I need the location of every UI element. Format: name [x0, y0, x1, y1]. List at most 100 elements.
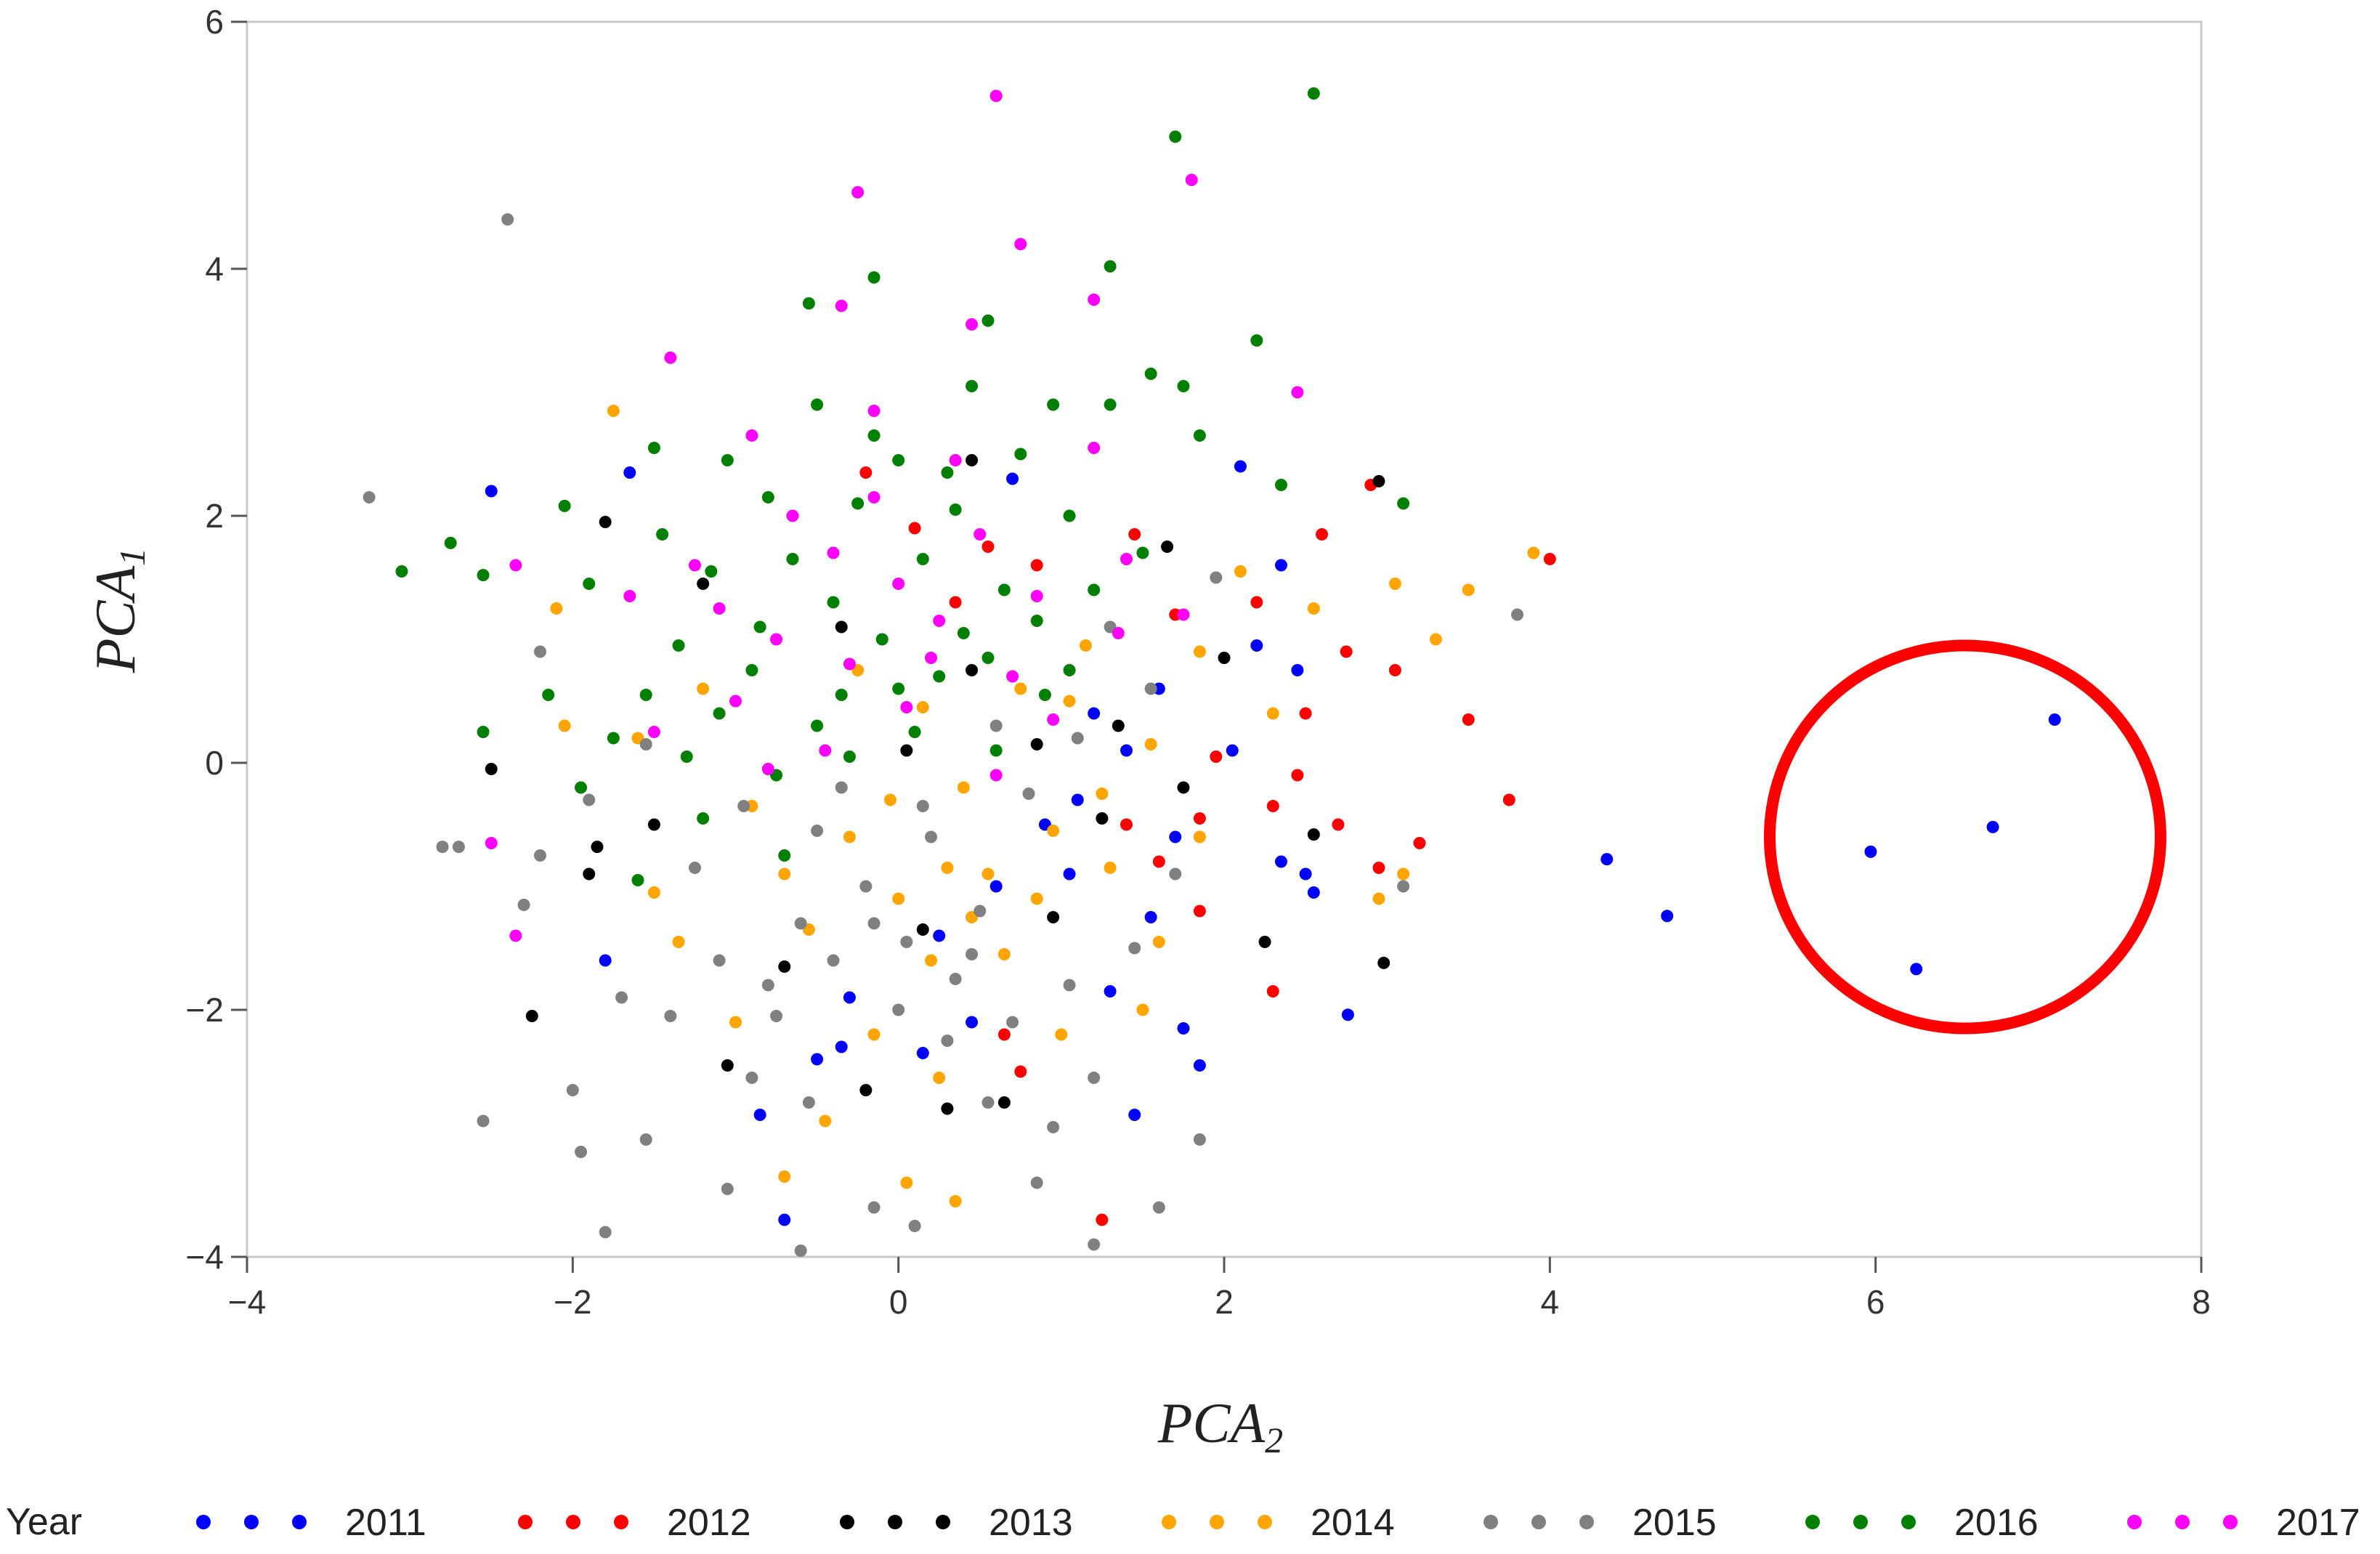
data-point-2014: [1234, 565, 1247, 578]
data-point-2016: [1193, 429, 1206, 442]
data-point-2013: [1307, 828, 1320, 841]
data-point-2012: [997, 1028, 1011, 1041]
data-point-2016: [867, 429, 881, 442]
data-point-2012: [1120, 818, 1133, 831]
legend-label-2016: 2016: [1954, 1502, 2039, 1544]
data-point-2011: [623, 466, 636, 479]
data-point-2012: [1030, 559, 1043, 572]
data-point-2016: [656, 528, 669, 541]
legend-marker-2017: [2127, 1515, 2142, 1529]
y-tick-label: −2: [186, 991, 224, 1029]
legend-marker-2013: [840, 1515, 854, 1529]
data-point-2016: [761, 491, 774, 503]
data-point-2017: [688, 559, 701, 572]
data-point-2012: [1332, 818, 1345, 831]
data-point-2015: [688, 862, 701, 874]
data-point-2011: [916, 1047, 929, 1059]
data-point-2016: [1104, 398, 1117, 411]
data-point-2016: [1088, 583, 1101, 596]
data-point-2014: [1152, 936, 1165, 948]
data-point-2016: [811, 398, 824, 411]
data-point-2012: [1462, 713, 1475, 726]
data-point-2016: [778, 849, 791, 862]
data-point-2012: [1502, 793, 1515, 806]
data-point-2015: [1511, 608, 1523, 621]
data-point-2012: [1193, 905, 1206, 918]
data-point-2015: [949, 973, 962, 985]
data-point-2011: [1341, 1008, 1354, 1021]
data-point-2015: [1022, 788, 1035, 800]
legend-marker-2011: [196, 1515, 211, 1529]
data-point-2015: [534, 645, 546, 658]
data-point-2016: [1307, 87, 1320, 100]
data-point-2011: [1226, 744, 1239, 757]
legend-marker-2017: [2175, 1515, 2190, 1529]
data-point-2017: [509, 929, 522, 942]
data-point-2012: [1543, 553, 1556, 565]
data-point-2012: [1250, 596, 1263, 609]
data-point-2012: [1388, 664, 1401, 676]
y-tick-label: 0: [205, 744, 224, 782]
data-point-2014: [1388, 578, 1401, 590]
data-point-2014: [867, 1028, 881, 1041]
data-point-2017: [966, 318, 979, 331]
data-point-2017: [949, 454, 962, 466]
data-point-2017: [851, 186, 865, 199]
data-point-2012: [1193, 812, 1206, 825]
data-point-2014: [819, 1114, 832, 1128]
data-point-2016: [745, 664, 758, 676]
data-point-2014: [1063, 695, 1076, 708]
data-point-2014: [957, 781, 970, 794]
data-point-2012: [1291, 769, 1304, 782]
data-point-2016: [1063, 509, 1076, 522]
data-point-2015: [1152, 1201, 1165, 1214]
data-point-2014: [778, 867, 791, 881]
y-tick-label: 2: [205, 497, 224, 535]
data-point-2011: [1299, 867, 1312, 881]
data-point-2014: [883, 793, 896, 806]
data-point-2015: [639, 1133, 652, 1146]
data-point-2012: [1266, 985, 1279, 997]
data-point-2017: [827, 546, 840, 559]
y-axis-title-base: PCA: [84, 565, 147, 673]
data-point-2016: [802, 297, 815, 310]
data-point-2016: [1014, 448, 1027, 461]
data-point-2013: [1177, 781, 1190, 794]
data-point-2014: [1047, 825, 1060, 837]
data-point-2016: [395, 565, 408, 578]
data-point-2015: [639, 738, 652, 750]
legend-label-2014: 2014: [1311, 1502, 1395, 1544]
data-point-2014: [1144, 738, 1157, 750]
data-point-2016: [639, 689, 652, 701]
legend-marker-2016: [1805, 1515, 1820, 1529]
data-point-2015: [1047, 1121, 1060, 1133]
data-point-2011: [966, 1016, 979, 1029]
legend-marker-2017: [2223, 1515, 2238, 1529]
data-point-2011: [1661, 910, 1674, 923]
data-point-2017: [485, 837, 498, 849]
x-tick-label: −2: [554, 1283, 591, 1321]
x-tick-label: 0: [889, 1283, 908, 1321]
data-point-2013: [1096, 812, 1109, 825]
data-point-2015: [802, 1096, 815, 1109]
data-point-2017: [664, 351, 677, 364]
data-point-2015: [534, 849, 546, 862]
data-point-2014: [900, 1176, 913, 1189]
data-point-2017: [1030, 590, 1043, 602]
data-point-2015: [745, 1072, 758, 1084]
data-point-2014: [647, 886, 660, 899]
data-point-2011: [1104, 985, 1117, 997]
data-point-2015: [1030, 1176, 1043, 1189]
data-point-2017: [1088, 294, 1101, 306]
legend-label-2015: 2015: [1632, 1502, 1717, 1544]
data-point-2013: [1218, 652, 1231, 664]
data-point-2017: [786, 509, 799, 522]
data-point-2011: [811, 1053, 824, 1066]
x-axis-title-sub: 2: [1265, 1420, 1283, 1460]
data-point-2015: [1063, 979, 1076, 992]
legend-marker-2014: [1258, 1515, 1272, 1529]
data-point-2017: [867, 405, 881, 417]
data-point-2016: [786, 553, 799, 565]
data-point-2012: [1299, 707, 1312, 720]
